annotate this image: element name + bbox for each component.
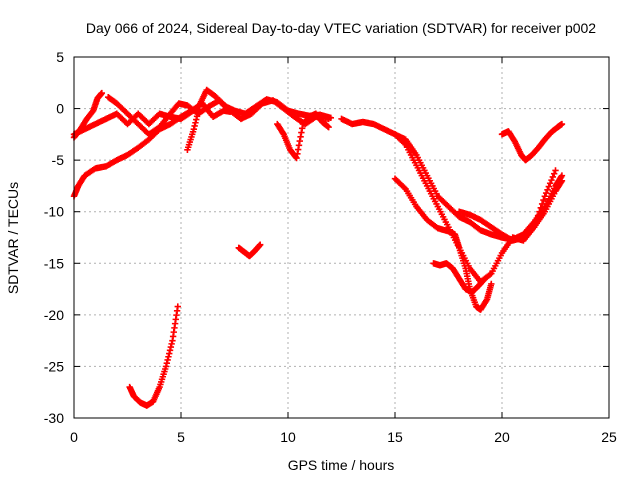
data-point — [325, 123, 332, 131]
data-point — [166, 347, 174, 354]
x-tick-label: 15 — [387, 429, 403, 445]
series-track-8 — [235, 241, 264, 260]
data-point — [536, 208, 543, 215]
series-track-5 — [126, 303, 181, 409]
x-axis-label: GPS time / hours — [288, 457, 395, 473]
x-tick-label: 0 — [70, 429, 78, 445]
data-point — [549, 173, 557, 181]
data-point — [483, 297, 490, 304]
data-point — [194, 109, 202, 117]
y-tick-label: -5 — [52, 152, 65, 168]
data-point — [538, 200, 546, 208]
data-point — [166, 350, 173, 357]
data-point — [557, 178, 565, 186]
data-point — [190, 126, 198, 133]
data-point — [550, 170, 558, 177]
data-point — [545, 183, 553, 190]
data-point — [192, 119, 199, 126]
y-tick-label: -30 — [44, 410, 64, 426]
data-point — [298, 125, 306, 132]
series-track-3 — [70, 100, 206, 200]
data-point — [542, 189, 550, 197]
data-point — [165, 353, 172, 360]
data-point — [162, 363, 170, 370]
data-point — [294, 146, 302, 153]
data-point — [480, 276, 488, 283]
series-track-13 — [456, 177, 566, 244]
data-point — [558, 177, 566, 184]
data-point — [193, 116, 200, 123]
data-point — [544, 186, 551, 193]
y-tick-label: -15 — [44, 255, 64, 271]
data-point — [98, 89, 106, 97]
data-point — [540, 196, 547, 204]
data-point — [481, 275, 489, 282]
data-point — [546, 180, 554, 187]
y-axis-label: SDTVAR / TECUs — [5, 182, 21, 294]
data-point — [488, 280, 495, 288]
series-track-7 — [274, 110, 332, 162]
data-point — [292, 153, 299, 161]
data-point — [298, 129, 305, 136]
data-point — [195, 106, 202, 114]
y-tick-label: -20 — [44, 307, 64, 323]
y-tick-label: 5 — [56, 49, 64, 65]
data-point — [167, 343, 175, 351]
series-track-14 — [498, 120, 566, 164]
data-point — [196, 103, 203, 110]
data-point — [193, 113, 201, 120]
y-tick-label: 0 — [56, 101, 64, 117]
data-point — [191, 122, 198, 130]
data-point — [164, 356, 171, 364]
data-point — [296, 137, 303, 145]
x-tick-label: 20 — [494, 429, 510, 445]
x-tick-label: 10 — [280, 429, 296, 445]
data-point — [297, 133, 304, 141]
x-tick-label: 5 — [177, 429, 185, 445]
tick-labels: -30 -25 -20 -15 -10 -5 0 5 0 5 10 15 20 25 — [44, 49, 617, 445]
series-track-11 — [391, 175, 495, 313]
data-point — [327, 114, 334, 122]
data-point — [168, 340, 175, 348]
data-point — [548, 176, 555, 184]
data-point — [293, 154, 300, 162]
plot-frame — [73, 56, 610, 419]
data-point — [294, 150, 301, 158]
data-point — [537, 204, 544, 212]
y-tick-label: -10 — [44, 204, 64, 220]
chart-title: Day 066 of 2024, Sidereal Day-to-day VTE… — [86, 20, 596, 36]
data-point — [558, 120, 566, 128]
series-track-12 — [430, 260, 489, 296]
data-point — [295, 142, 303, 149]
data-point — [163, 360, 171, 367]
data-point — [174, 303, 181, 310]
x-tick-label: 25 — [601, 429, 617, 445]
data-point — [552, 167, 559, 174]
data-point — [279, 129, 287, 137]
data-point — [256, 241, 264, 248]
y-tick-label: -25 — [44, 358, 64, 374]
data-point — [541, 193, 548, 200]
data-series — [70, 86, 566, 409]
